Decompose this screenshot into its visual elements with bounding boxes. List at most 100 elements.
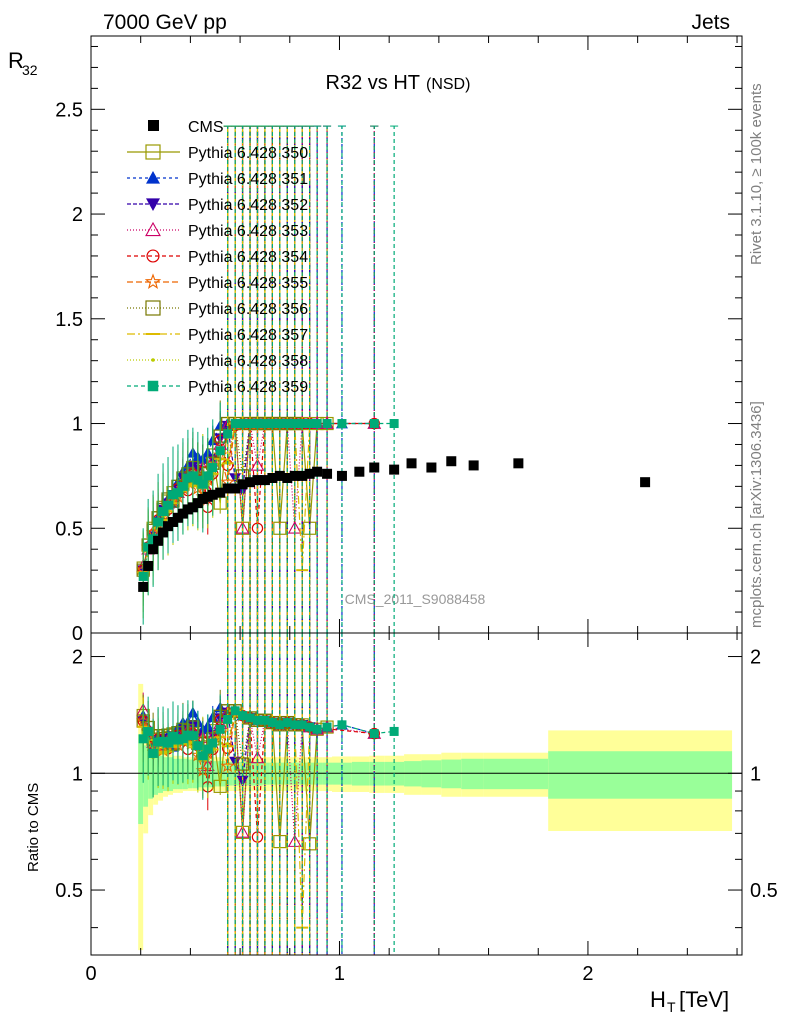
mc-point — [230, 419, 240, 429]
plot-frames — [90, 35, 743, 956]
mc-point — [178, 481, 188, 491]
stat-uncertainty-band — [441, 759, 462, 789]
cms-data-point — [289, 470, 300, 481]
legend-item-351: Pythia 6.428 351 — [127, 171, 308, 188]
mc-ratio-point — [148, 748, 158, 758]
legend-item-359: Pythia 6.428 359 — [127, 379, 308, 396]
legend-marker — [146, 249, 160, 263]
legend-marker — [145, 144, 161, 160]
mc-ratio-point — [230, 706, 240, 716]
cms-data-point — [230, 483, 241, 494]
y-tick-label: 1 — [72, 414, 83, 436]
x-axis-label-sub: T — [667, 999, 676, 1015]
mc-ratio-point — [173, 735, 183, 745]
legend-label: Pythia 6.428 353 — [188, 223, 308, 240]
mc-ratio-point — [215, 724, 225, 734]
mc-point — [267, 419, 277, 429]
mc-point — [138, 571, 148, 581]
ratio-tick-label: 0.5 — [750, 880, 778, 902]
ratio-tick-label: 1 — [750, 763, 761, 785]
legend-item-354: Pythia 6.428 354 — [127, 249, 308, 266]
stat-uncertainty-band — [182, 758, 188, 790]
ratio-axis-label: Ratio to CMS — [25, 783, 42, 872]
mc-ratio-point — [389, 726, 399, 736]
mc-ratio-point — [369, 729, 379, 739]
mc-ratio-point — [188, 731, 198, 741]
mc-ratio-point — [238, 711, 248, 721]
mc-ratio-series-354 — [137, 633, 380, 955]
cms-data-point — [158, 527, 169, 538]
legend-label: Pythia 6.428 351 — [188, 171, 308, 188]
stat-uncertainty-band — [548, 751, 733, 799]
mc-ratio-line — [142, 709, 280, 773]
x-axis-label-unit: [TeV] — [679, 987, 729, 1012]
mc-point — [252, 419, 262, 429]
mc-ratio-point — [282, 718, 292, 728]
legend-label: Pythia 6.428 352 — [188, 197, 308, 214]
legend-marker — [144, 273, 162, 289]
mc-point — [198, 479, 208, 489]
mc-ratio-point — [267, 718, 277, 728]
mc-ratio-point — [245, 713, 255, 723]
mc-ratio-point — [252, 715, 262, 725]
mc-ratio-point — [163, 738, 173, 748]
cms-data-point — [297, 470, 308, 481]
mc-point — [173, 488, 183, 498]
cms-data-point — [282, 472, 293, 483]
ratio-tick-label: 0.5 — [55, 880, 83, 902]
mc-ratio-point — [235, 757, 250, 771]
legend-marker — [145, 221, 161, 237]
mc-point — [245, 419, 255, 429]
mc-point — [215, 446, 225, 456]
mc-ratio-point — [203, 744, 213, 754]
legend-label: Pythia 6.428 355 — [188, 275, 308, 292]
ratio-plot-frame — [90, 632, 743, 956]
mc-ratio-point — [198, 751, 208, 761]
legend-label: Pythia 6.428 359 — [188, 379, 308, 396]
cms-data-point — [312, 466, 323, 477]
mc-ratio-point — [275, 720, 285, 730]
mc-ratio-point — [223, 714, 233, 724]
legend-item-356: Pythia 6.428 356 — [127, 300, 308, 318]
stat-uncertainty-band — [187, 759, 193, 789]
ratio-tick-label: 2 — [72, 647, 83, 669]
cms-data-point — [207, 489, 218, 500]
legend-label: Pythia 6.428 356 — [188, 301, 308, 318]
mc-point — [188, 471, 198, 481]
ratio-plot — [136, 633, 399, 955]
y-axis-label: R — [8, 48, 24, 73]
mc-ratio-series-351 — [137, 633, 381, 955]
watermark: CMS_2011_S9088458 — [345, 591, 486, 607]
mc-point — [193, 475, 203, 485]
stat-uncertainty-band — [461, 758, 484, 790]
cms-data-point — [274, 470, 285, 481]
mc-ratio-point — [225, 742, 230, 747]
main-plot: R32 vs HT (NSD) CMS_2011_S9088458 — [136, 72, 651, 633]
legend-marker — [146, 198, 160, 211]
mc-point — [223, 429, 233, 439]
header-left: 7000 GeV pp — [103, 11, 227, 34]
mc-point — [168, 490, 178, 500]
y-tick-label: 0.5 — [55, 518, 83, 540]
legend-marker — [151, 358, 155, 362]
cms-data-point — [446, 456, 457, 467]
cms-data-point — [148, 544, 159, 555]
mc-point — [369, 419, 379, 429]
mc-point — [163, 500, 173, 510]
stat-uncertainty-band — [421, 760, 442, 788]
mc-point — [183, 473, 193, 483]
rivet-version-label: Rivet 3.1.10, ≥ 100k events — [748, 83, 765, 265]
legend-cms-marker — [148, 120, 159, 131]
x-tick-label: 0 — [85, 963, 96, 985]
y-tick-label: 2 — [72, 204, 83, 226]
cms-data-point — [153, 535, 164, 546]
legend-item-358: Pythia 6.428 358 — [127, 353, 308, 370]
y-axis-label-sub: 32 — [22, 62, 38, 78]
cms-data-point — [237, 479, 248, 490]
legend-label: Pythia 6.428 358 — [188, 353, 308, 370]
cms-data-point — [267, 472, 278, 483]
mc-point — [158, 507, 168, 517]
mc-ratio-point — [322, 722, 332, 732]
cms-data-point — [354, 466, 365, 477]
